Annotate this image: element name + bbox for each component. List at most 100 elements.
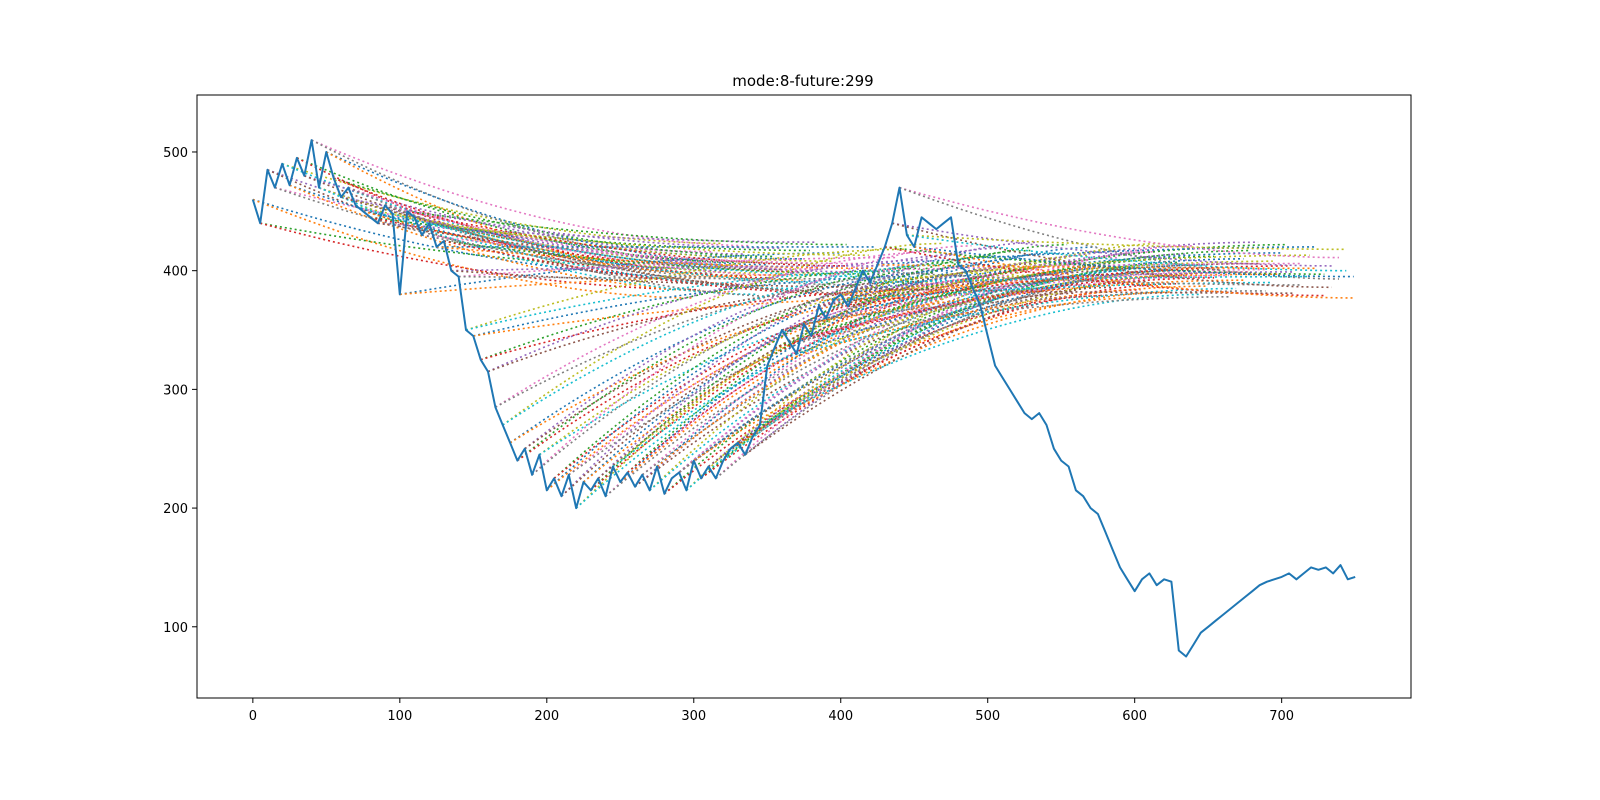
forecast-line — [465, 248, 906, 331]
x-tick-label: 600 — [1122, 709, 1147, 724]
forecast-line — [538, 272, 979, 456]
forecast-line — [531, 266, 972, 476]
forecast-line — [451, 269, 891, 289]
forecast-line — [811, 271, 1251, 337]
forecast-line — [502, 242, 943, 426]
forecast-line — [296, 157, 737, 285]
forecast-line — [619, 273, 1060, 483]
forecast-line — [818, 262, 1259, 308]
forecast-line — [870, 275, 1310, 284]
forecast-line — [722, 242, 1163, 462]
forecast-line — [737, 261, 1178, 444]
forecast-line — [509, 269, 950, 444]
forecast-line — [553, 277, 994, 480]
forecast-line — [803, 279, 1244, 325]
forecast-line — [524, 253, 965, 450]
forecast-line — [914, 246, 1354, 278]
y-tick-label: 100 — [163, 621, 188, 636]
forecast-line — [443, 240, 884, 275]
forecast-line — [436, 246, 877, 270]
forecast-line — [715, 272, 1156, 480]
forecast-line — [384, 204, 825, 292]
forecast-line — [553, 255, 994, 479]
forecast-line — [538, 293, 979, 456]
forecast-line — [348, 186, 788, 298]
forecast-line — [377, 222, 818, 243]
forecast-line — [752, 245, 1193, 438]
forecast-line — [789, 274, 1229, 343]
axes: 0 100 200 300 400 500 600 700 100 200 300 400 500 — [163, 146, 1294, 724]
forecast-line — [252, 198, 693, 278]
x-tick-label: 100 — [387, 709, 412, 724]
forecast-line — [906, 234, 1347, 251]
forecast-line — [671, 286, 1112, 480]
forecast-line — [333, 177, 774, 279]
forecast-line — [752, 266, 1193, 438]
forecast-line — [348, 186, 788, 277]
forecast-line — [877, 246, 1317, 266]
forecast-line — [656, 246, 1097, 468]
forecast-line — [311, 139, 752, 268]
forecast-line — [862, 262, 1303, 272]
forecast-line — [560, 247, 1001, 497]
chart-title: mode:8-future:299 — [732, 72, 873, 90]
forecast-line — [429, 222, 869, 256]
forecast-line — [399, 273, 840, 296]
x-tick-label: 300 — [681, 709, 706, 724]
forecast-line — [781, 247, 1222, 331]
forecast-line — [693, 275, 1134, 462]
forecast-line — [899, 186, 1340, 259]
forecast-line — [407, 210, 847, 267]
forecast-line — [833, 281, 1273, 302]
forecast-line — [708, 280, 1148, 468]
forecast-line — [259, 222, 700, 291]
forecast-line — [796, 287, 1237, 355]
forecast-line — [855, 271, 1295, 290]
forecast-line — [318, 186, 759, 274]
forecast-line — [663, 273, 1104, 495]
forecast-line — [407, 210, 847, 246]
forecast-line — [767, 285, 1207, 367]
forecast-line — [612, 260, 1053, 468]
forecast-line — [494, 250, 935, 408]
series-line-0 — [251, 139, 1356, 658]
forecast-line — [443, 240, 884, 297]
forecast-line — [641, 284, 1082, 476]
forecast-line — [906, 234, 1347, 272]
forecast-line — [296, 157, 737, 264]
forecast-line — [465, 269, 906, 331]
forecast-line — [737, 282, 1178, 444]
forecast-line — [678, 278, 1119, 474]
y-tick-label: 300 — [163, 383, 188, 398]
forecast-line — [414, 216, 855, 273]
forecast-line — [429, 222, 869, 278]
forecast-line — [730, 291, 1171, 450]
forecast-line — [811, 249, 1251, 337]
forecast-line — [289, 184, 730, 293]
forecast-line — [634, 292, 1075, 488]
forecast-line — [318, 186, 759, 296]
x-tick-label: 400 — [828, 709, 853, 724]
forecast-line — [825, 290, 1266, 319]
forecast-line — [862, 269, 1303, 286]
forecast-line — [495, 272, 935, 408]
forecast-line — [892, 222, 1332, 267]
forecast-line — [590, 271, 1031, 491]
x-tick-label: 500 — [975, 709, 1000, 724]
x-tick-label: 0 — [249, 709, 257, 724]
forecast-line — [451, 265, 891, 272]
forecast-line — [480, 288, 921, 361]
forecast-line — [744, 253, 1185, 456]
forecast-line — [582, 258, 1024, 483]
forecast-line — [311, 139, 752, 247]
x-tick-label: 200 — [534, 709, 559, 724]
forecast-line — [840, 273, 1281, 296]
y-tick-label: 500 — [163, 146, 188, 161]
forecast-line — [473, 297, 913, 337]
forecast-line — [274, 186, 715, 274]
forecast-line — [715, 250, 1156, 479]
forecast-line — [597, 241, 1038, 479]
forecast-line — [399, 252, 840, 296]
forecast-line — [774, 277, 1215, 349]
forecast-line — [870, 254, 1310, 284]
